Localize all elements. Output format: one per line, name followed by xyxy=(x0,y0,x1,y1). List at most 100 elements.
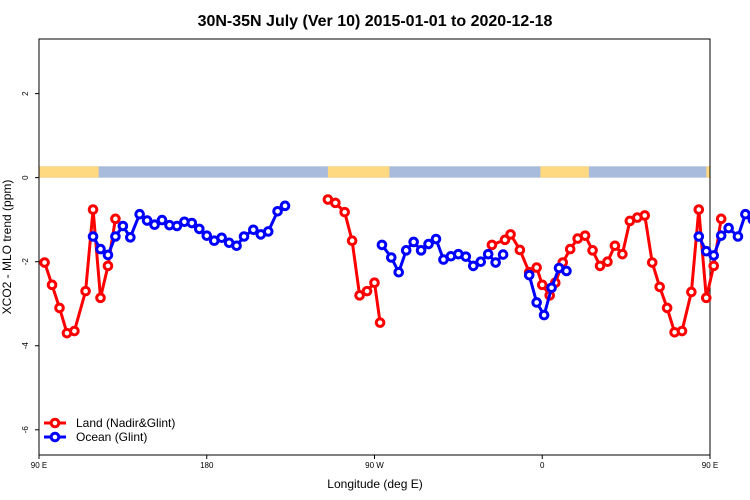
ocean-point-0-6 xyxy=(134,208,145,220)
ocean-point-0-11 xyxy=(171,220,183,232)
land-point-2-12 xyxy=(579,230,591,241)
ocean-point-0-23 xyxy=(262,226,274,237)
y-axis: 2 0 -2 -4 -6 xyxy=(21,91,39,433)
ocean-point-1-5 xyxy=(415,245,427,256)
ocean-point-1-1 xyxy=(385,252,397,263)
ocean-point-0-3 xyxy=(110,231,121,242)
land-point-0-5 xyxy=(80,285,91,297)
land-point-2-23 xyxy=(661,302,673,314)
ocean-point-0-14 xyxy=(193,223,205,235)
y-tick-label-4: -6 xyxy=(21,426,30,434)
x-tick-label-2: 90 W xyxy=(365,461,384,470)
ocean-point-0-20 xyxy=(238,231,250,242)
ocean-point-1-16 xyxy=(497,249,509,260)
ocean-point-0-24 xyxy=(272,205,283,217)
ocean-point-3-3 xyxy=(715,230,727,241)
ocean-point-1-14 xyxy=(482,248,494,260)
land-point-0-2 xyxy=(54,302,65,314)
y-tick-label-3: -4 xyxy=(21,342,30,350)
land-point-2-21 xyxy=(646,257,658,268)
land-point-2-30 xyxy=(715,213,727,225)
land-mask-segment-3 xyxy=(706,166,710,178)
y-tick-label-0: 2 xyxy=(21,91,30,96)
ocean-point-0-0 xyxy=(87,231,99,242)
ocean-point-3-2 xyxy=(708,250,720,261)
ocean-point-0-5 xyxy=(125,232,136,243)
land-point-1-2 xyxy=(339,206,350,218)
y-tick-label-2: -2 xyxy=(21,258,30,266)
ocean-point-0-2 xyxy=(102,249,114,261)
ocean-point-2-2 xyxy=(538,309,550,321)
land-mask-segment-1 xyxy=(327,166,390,178)
x-tick-label-0: 90 E xyxy=(31,461,47,470)
land-point-0-9 xyxy=(110,213,121,225)
land-point-2-25 xyxy=(676,325,688,337)
ocean-point-1-4 xyxy=(408,236,419,248)
land-point-2-20 xyxy=(639,210,651,221)
ocean-point-2-3 xyxy=(546,282,557,294)
land-point-2-17 xyxy=(617,248,628,260)
land-point-2-26 xyxy=(686,286,697,298)
x-axis: 90 E 180 90 W 0 90 E xyxy=(31,455,718,470)
x-tick-label-1: 180 xyxy=(200,461,214,470)
x-axis-label: Longitude (deg E) xyxy=(327,477,422,491)
land-point-2-28 xyxy=(700,292,712,304)
y-axis-label: XCO2 - MLO trend (ppm) xyxy=(0,180,14,315)
land-point-2-3 xyxy=(514,244,526,256)
series-layer xyxy=(39,194,750,339)
land-point-2-27 xyxy=(693,204,705,215)
land-point-2-6 xyxy=(536,279,548,291)
ocean-point-1-15 xyxy=(490,257,501,268)
land-point-2-13 xyxy=(587,245,598,256)
land-point-2-2 xyxy=(505,229,516,240)
ocean-point-0-7 xyxy=(141,215,153,226)
land-point-0-0 xyxy=(39,257,50,268)
land-point-1-7 xyxy=(374,317,386,328)
plot-frame xyxy=(38,38,711,456)
land-point-1-5 xyxy=(361,285,373,297)
ocean-point-1-12 xyxy=(467,260,479,272)
ocean-point-2-5 xyxy=(561,265,572,277)
land-point-0-6 xyxy=(87,204,99,215)
x-tick-label-4: 90 E xyxy=(702,461,718,470)
land-point-1-3 xyxy=(346,235,358,246)
ocean-point-1-3 xyxy=(400,245,412,256)
land-point-0-7 xyxy=(95,292,106,304)
ocean-point-0-15 xyxy=(201,230,213,241)
chart-title: 30N-35N July (Ver 10) 2015-01-01 to 2020… xyxy=(198,13,553,30)
land-point-0-8 xyxy=(102,260,114,272)
land-point-2-0 xyxy=(486,239,498,251)
land-point-1-4 xyxy=(354,290,365,301)
ocean-point-2-0 xyxy=(523,269,535,281)
legend-ocean-marker xyxy=(49,431,61,443)
ocean-point-0-13 xyxy=(186,217,198,229)
land-point-2-16 xyxy=(609,240,621,252)
ocean-point-1-6 xyxy=(423,238,434,250)
ocean-point-3-5 xyxy=(732,231,744,242)
ocean-point-0-19 xyxy=(231,240,242,252)
land-mask-segment-2 xyxy=(540,166,589,178)
land-mask-segment-0 xyxy=(39,166,99,178)
land-point-2-29 xyxy=(708,260,720,272)
ocean-point-1-2 xyxy=(393,266,405,278)
legend: Land (Nadir&Glint) Ocean (Glint) xyxy=(44,416,175,444)
legend-land-label: Land (Nadir&Glint) xyxy=(76,416,175,430)
ocean-point-1-13 xyxy=(475,256,487,268)
land-point-1-1 xyxy=(330,197,341,209)
ocean-point-0-21 xyxy=(248,224,259,236)
land-point-0-4 xyxy=(69,325,80,337)
legend-land-marker xyxy=(49,417,61,429)
land-point-2-22 xyxy=(654,281,665,293)
land-ocean-mask-band xyxy=(39,166,710,178)
ocean-point-0-17 xyxy=(216,232,227,244)
land-point-2-10 xyxy=(564,243,576,255)
ocean-point-1-11 xyxy=(460,251,472,262)
ocean-point-0-9 xyxy=(156,214,168,226)
ocean-point-0-8 xyxy=(149,219,160,231)
land-point-1-6 xyxy=(369,277,380,289)
ocean-point-3-1 xyxy=(700,245,712,257)
ocean-point-3-6 xyxy=(740,208,750,220)
legend-ocean-label: Ocean (Glint) xyxy=(76,430,147,444)
ocean-point-3-4 xyxy=(723,222,734,234)
